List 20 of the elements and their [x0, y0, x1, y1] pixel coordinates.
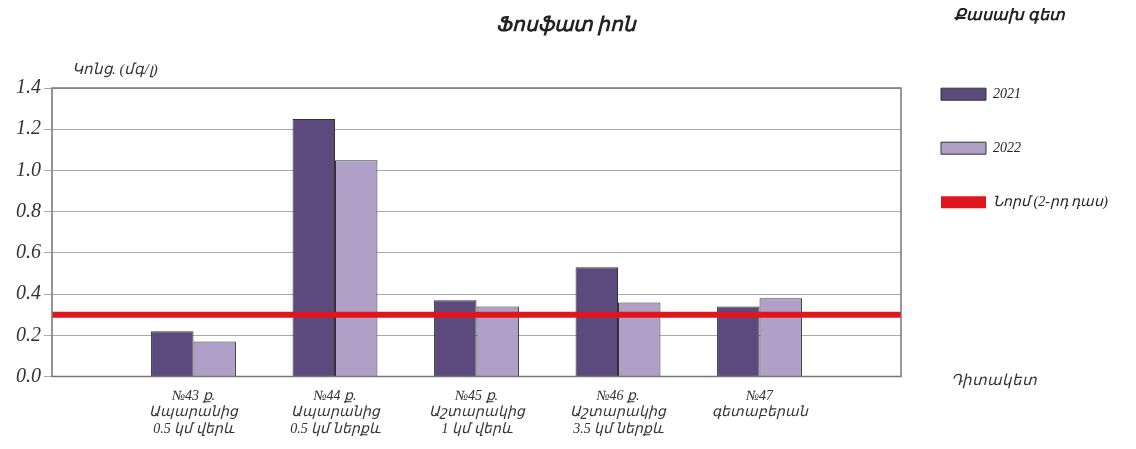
x-tick-label: №43 ք. Ապարանից 0.5 կմ վերև	[149, 387, 239, 437]
x-tick-label: №46 ք. Աշտարակից 3.5 կմ ներքև	[570, 387, 668, 437]
y-tick-label: 1.0	[16, 157, 41, 180]
legend-label: 2022	[993, 139, 1022, 155]
y-tick-label: 1.4	[16, 75, 41, 98]
x-tick-label: №47 գետաբերան	[711, 387, 809, 420]
legend-title: Քասախ գետ	[954, 6, 1067, 25]
y-tick-label: 0.4	[16, 281, 41, 304]
y-tick-label: 0.8	[16, 198, 41, 221]
legend-label: 2021	[993, 85, 1022, 101]
y-tick-label: 1.2	[16, 116, 41, 139]
x-tick-label: №44 ք. Ապարանից 0.5 կմ ներքև	[290, 387, 381, 437]
legend-label: Նորմ (2-րդ դաս)	[993, 193, 1109, 210]
y-axis-title: Կոնց. (մգ/լ)	[72, 61, 158, 79]
y-tick-label: 0.6	[16, 240, 41, 263]
y-tick-label: 0.0	[16, 363, 41, 386]
y-tick-label: 0.2	[16, 322, 41, 345]
x-tick-label: №45 ք. Աշտարակից 1 կմ վերև	[428, 387, 526, 437]
x-axis-title: Դիտակետ	[951, 371, 1038, 389]
chart-title: Ֆոսֆատ իոն	[495, 13, 638, 37]
